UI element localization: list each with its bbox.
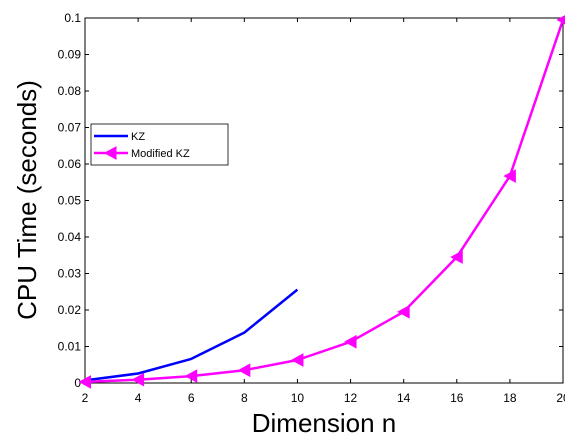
data-point-modified-kz [556,15,565,25]
y-tick-label: 0.02 [58,303,82,317]
y-tick-label: 0.1 [64,11,81,25]
y-tick-label: 0.04 [58,230,82,244]
data-point-modified-kz [344,334,357,349]
series-line-kz [84,288,299,382]
x-tick-label: 14 [397,391,411,405]
legend-label-modified-kz: Modified KZ [131,148,190,160]
y-tick-label: 0.09 [58,48,82,62]
x-tick-label: 16 [450,391,464,405]
series-line-modified-kz [84,19,565,384]
y-tick-label: 0.05 [58,194,82,208]
y-tick-label: 0 [74,376,81,390]
data-point-modified-kz [503,169,516,183]
data-point-modified-kz [290,353,304,367]
y-tick-label: 0.07 [58,121,82,135]
data-point-modified-kz [450,250,463,264]
data-point-modified-kz [397,304,410,319]
legend: KZ Modified KZ [90,123,229,166]
x-tick-label: 8 [241,391,248,405]
x-tick-label: 2 [82,391,89,405]
x-tick-label: 4 [135,391,142,405]
y-axis-label: CPU Time (seconds) [12,80,42,320]
legend-label-kz: KZ [131,131,145,143]
legend-marker-modified-kz [103,146,117,160]
x-tick-label: 12 [344,391,358,405]
series-layer [78,15,565,389]
x-tick-label: 10 [291,391,305,405]
y-axis-ticks: 0 0.01 0.02 0.03 0.04 0.05 0.06 0.07 0.08 0.09 0.1 [58,11,563,390]
x-axis-label: Dimension n [252,408,397,438]
data-point-modified-kz [237,363,251,378]
y-tick-label: 0.03 [58,267,82,281]
data-point-modified-kz [131,372,145,387]
y-tick-label: 0.08 [58,84,82,98]
y-tick-label: 0.06 [58,157,82,171]
x-tick-label: 18 [503,391,517,405]
y-tick-label: 0.01 [58,340,82,354]
plot-area [84,17,564,384]
x-tick-label: 20 [556,391,565,405]
x-axis-ticks: 2 4 6 8 10 12 14 16 18 20 [82,18,565,405]
data-point-modified-kz [184,369,198,383]
data-point-modified-kz [78,375,91,389]
x-tick-label: 6 [188,391,195,405]
